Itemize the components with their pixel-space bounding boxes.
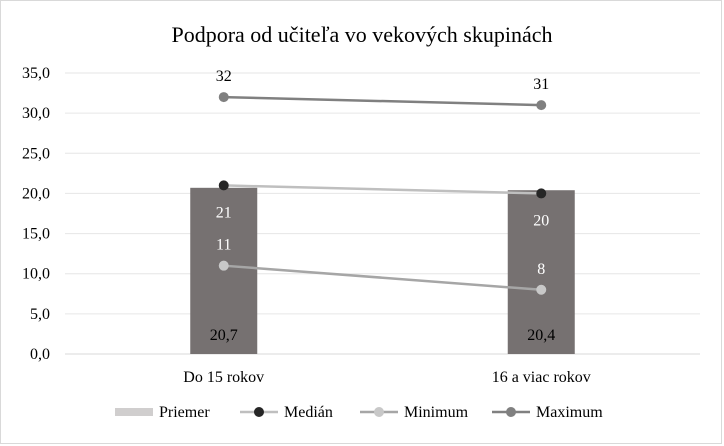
series-marker [218,180,229,191]
line-data-label: 11 [216,237,231,254]
y-tick-label: 15,0 [22,226,50,243]
line-data-label: 32 [216,68,232,85]
series-line [223,95,542,107]
series-marker [218,92,229,103]
series-marker [218,260,229,271]
y-tick-label: 30,0 [22,105,50,122]
legend-label: Minimum [404,404,469,421]
x-axis-ticks: Do 15 rokov 16 a viac rokov [183,369,590,386]
bar [190,187,258,354]
chart-title: Podpora od učiteľa vo vekových skupinách [171,22,552,47]
series-marker [536,188,547,199]
legend-swatch-bar [115,408,153,416]
y-tick-label: 0,0 [30,346,50,363]
bars [190,187,575,354]
line-data-label: 31 [533,76,549,93]
legend: Priemer Medián Minimum Maximum [115,404,603,421]
y-tick-label: 20,0 [22,185,50,202]
legend-label: Medián [284,404,333,421]
legend-swatch-marker [254,407,264,417]
y-tick-label: 25,0 [22,145,50,162]
legend-swatch-marker [374,407,384,417]
series-line [223,184,542,195]
bar [507,190,575,354]
data-labels: 20,7 20,4 21 20 11 8 32 31 [210,68,556,344]
legend-label: Priemer [159,404,210,421]
y-axis-ticks: 0,0 5,0 10,0 15,0 20,0 25,0 30,0 35,0 [22,65,50,363]
line-data-label: 20 [533,212,549,229]
y-tick-label: 5,0 [30,306,50,323]
line-data-label: 8 [537,261,545,278]
x-tick-label: Do 15 rokov [183,369,264,386]
series-lines [218,92,547,295]
line-data-label: 21 [216,204,232,221]
y-tick-label: 35,0 [22,65,50,82]
legend-label: Maximum [536,404,603,421]
bar-data-label: 20,7 [210,327,238,344]
series-line [223,264,542,292]
series-marker [536,284,547,295]
x-tick-label: 16 a viac rokov [492,369,591,386]
gridlines [65,72,700,355]
bar-data-label: 20,4 [527,327,555,344]
y-tick-label: 10,0 [22,266,50,283]
legend-swatch-marker [506,407,516,417]
series-marker [536,100,547,111]
